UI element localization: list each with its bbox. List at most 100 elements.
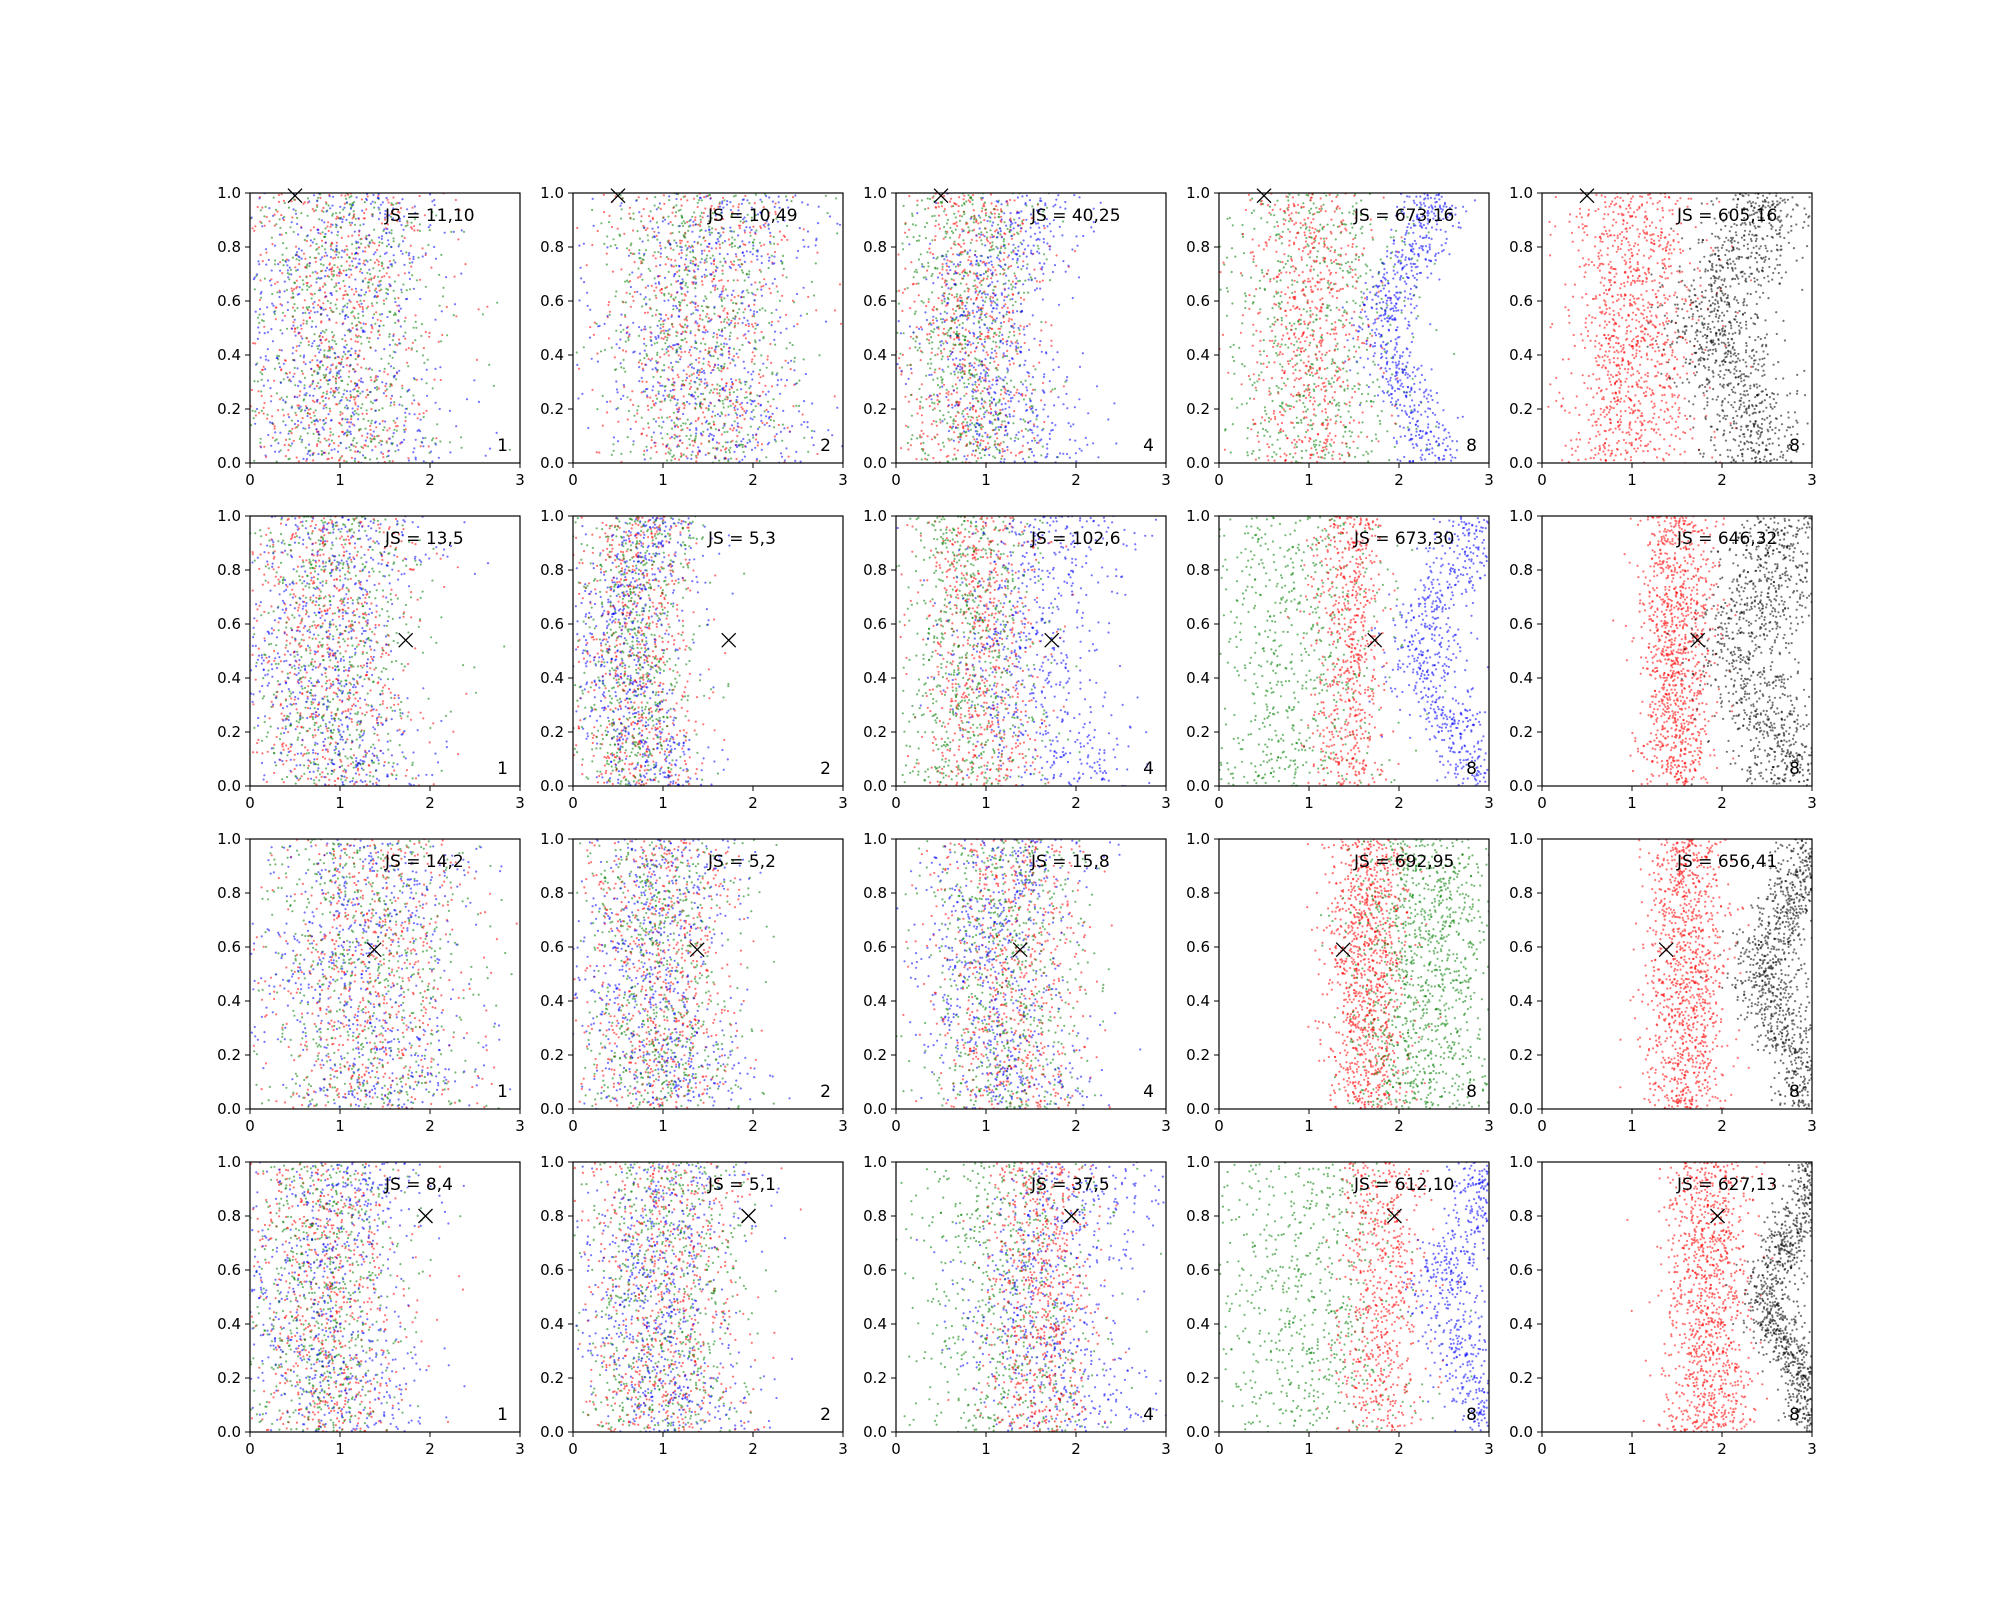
point bbox=[298, 259, 301, 262]
point bbox=[638, 237, 642, 240]
point bbox=[632, 440, 635, 443]
point bbox=[428, 229, 431, 232]
point bbox=[394, 313, 397, 316]
point bbox=[765, 415, 768, 418]
point bbox=[695, 432, 698, 435]
point bbox=[675, 334, 678, 338]
point bbox=[333, 256, 337, 259]
point bbox=[1014, 454, 1018, 457]
point bbox=[807, 450, 810, 453]
point bbox=[360, 288, 363, 291]
point bbox=[1010, 318, 1013, 321]
point bbox=[1015, 350, 1018, 353]
point bbox=[684, 294, 687, 297]
point bbox=[253, 229, 256, 232]
point bbox=[453, 275, 456, 278]
point bbox=[769, 231, 772, 234]
point bbox=[299, 324, 302, 327]
point bbox=[282, 414, 285, 417]
point bbox=[362, 217, 365, 220]
point bbox=[353, 459, 356, 463]
point bbox=[749, 231, 752, 234]
point bbox=[1005, 313, 1008, 316]
point bbox=[667, 299, 670, 302]
point bbox=[403, 430, 406, 433]
point bbox=[754, 294, 757, 297]
point bbox=[750, 360, 753, 363]
point bbox=[776, 383, 779, 387]
point bbox=[262, 365, 265, 368]
point bbox=[986, 353, 990, 356]
point bbox=[300, 327, 303, 330]
point bbox=[696, 241, 700, 244]
point bbox=[440, 253, 443, 256]
point bbox=[359, 305, 362, 308]
point bbox=[293, 281, 296, 284]
point bbox=[703, 398, 707, 401]
point bbox=[351, 423, 354, 426]
point bbox=[368, 337, 371, 340]
point bbox=[796, 249, 800, 253]
point bbox=[754, 446, 757, 449]
point bbox=[727, 356, 731, 359]
point bbox=[980, 279, 983, 282]
point bbox=[374, 421, 377, 424]
point bbox=[773, 262, 776, 265]
point bbox=[385, 297, 388, 300]
point bbox=[663, 385, 666, 388]
point bbox=[624, 340, 627, 343]
point bbox=[667, 354, 670, 357]
point bbox=[782, 267, 785, 270]
point bbox=[343, 284, 346, 288]
point bbox=[320, 395, 323, 399]
point bbox=[668, 393, 671, 396]
point bbox=[659, 207, 662, 210]
point bbox=[966, 421, 969, 424]
point bbox=[901, 309, 904, 313]
point bbox=[759, 211, 762, 214]
point bbox=[313, 300, 316, 304]
point bbox=[296, 326, 299, 329]
point bbox=[258, 263, 261, 266]
point bbox=[602, 193, 605, 196]
point bbox=[735, 440, 738, 443]
point bbox=[707, 306, 710, 309]
point bbox=[310, 325, 313, 328]
point bbox=[327, 349, 330, 352]
point bbox=[996, 208, 999, 211]
point bbox=[381, 420, 384, 423]
point bbox=[650, 332, 653, 335]
point bbox=[658, 424, 661, 428]
point bbox=[694, 334, 697, 337]
point bbox=[745, 273, 749, 276]
point bbox=[423, 361, 426, 364]
point bbox=[646, 311, 649, 314]
point bbox=[1007, 400, 1010, 403]
point bbox=[387, 201, 390, 204]
point bbox=[284, 400, 287, 403]
point bbox=[369, 428, 372, 431]
point bbox=[258, 411, 261, 414]
point bbox=[758, 395, 761, 398]
point bbox=[382, 299, 385, 302]
point bbox=[683, 299, 686, 302]
point bbox=[662, 323, 665, 326]
point bbox=[373, 289, 376, 292]
point bbox=[678, 224, 681, 228]
point bbox=[653, 289, 656, 292]
point bbox=[684, 244, 687, 247]
point bbox=[922, 432, 925, 435]
point bbox=[641, 380, 644, 383]
point bbox=[335, 244, 338, 247]
point bbox=[646, 449, 649, 452]
point bbox=[332, 310, 335, 314]
point bbox=[273, 213, 276, 216]
point bbox=[747, 433, 750, 436]
point bbox=[770, 320, 774, 323]
point bbox=[607, 303, 610, 307]
point bbox=[745, 391, 748, 394]
point bbox=[279, 303, 282, 306]
point bbox=[750, 373, 753, 376]
point bbox=[678, 230, 681, 234]
point bbox=[985, 351, 988, 354]
